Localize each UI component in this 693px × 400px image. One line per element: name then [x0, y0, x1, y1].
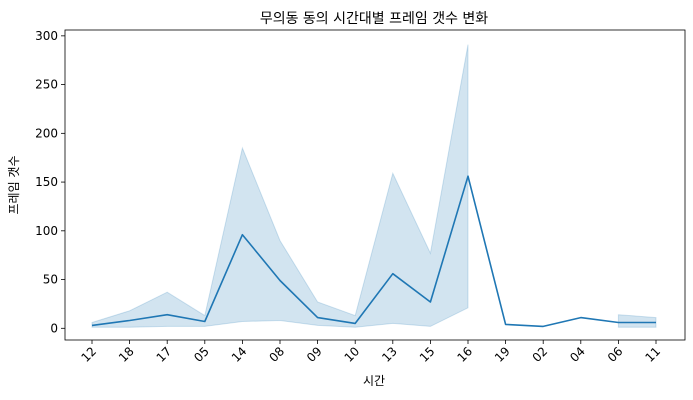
chart-title: 무의동 동의 시간대별 프레임 갯수 변화 — [260, 11, 488, 27]
series-line — [91, 175, 656, 328]
confidence-band-1 — [617, 314, 657, 328]
x-tick-label: 17 — [154, 344, 175, 365]
x-tick-label: 13 — [379, 344, 400, 365]
plot-frame — [64, 29, 686, 341]
x-tick-label: 05 — [191, 344, 212, 365]
confidence-band-layer — [91, 44, 657, 328]
confidence-band-0 — [91, 44, 469, 328]
x-tick-label: 14 — [229, 344, 250, 365]
x-tick-label: 09 — [304, 344, 325, 365]
y-axis: 0 50 100 150 200 250 300 — [35, 29, 65, 335]
y-tick-label: 250 — [35, 78, 58, 92]
x-tick-label: 11 — [642, 344, 663, 365]
x-tick-label: 06 — [605, 344, 626, 365]
x-tick-label: 08 — [266, 344, 287, 365]
x-tick-label: 04 — [567, 344, 588, 365]
y-tick-label: 200 — [35, 126, 58, 140]
x-tick-label: 12 — [78, 344, 99, 365]
y-tick-label: 0 — [50, 321, 58, 335]
series-line-layer — [91, 175, 656, 328]
x-tick-label: 15 — [417, 344, 438, 365]
x-tick-label: 10 — [342, 344, 363, 365]
y-axis-label: 프레임 갯수 — [7, 155, 21, 214]
x-tick-label: 16 — [454, 344, 475, 365]
y-tick-label: 100 — [35, 224, 58, 238]
x-tick-label: 02 — [530, 344, 551, 365]
y-tick-label: 300 — [35, 29, 58, 43]
y-tick-label: 150 — [35, 175, 58, 189]
x-axis-label: 시간 — [363, 374, 385, 388]
x-tick-label: 18 — [116, 344, 137, 365]
x-axis: 12 18 17 05 14 08 09 10 13 15 16 19 02 04 06 11 — [78, 340, 663, 365]
x-tick-label: 19 — [492, 344, 513, 365]
y-tick-label: 50 — [43, 273, 58, 287]
